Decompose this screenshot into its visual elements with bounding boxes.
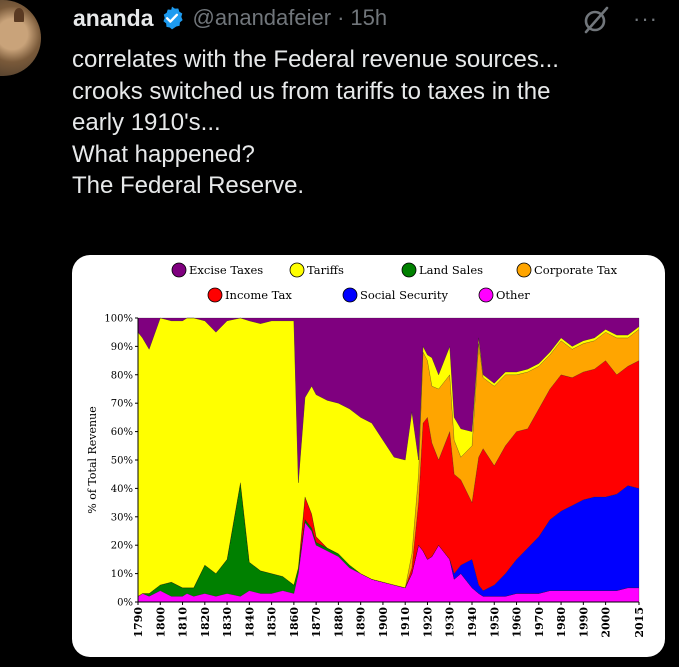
x-tick-label: 1810 xyxy=(177,607,190,638)
post-header: ananda @anandafeier · 15h xyxy=(73,4,387,32)
x-tick-label: 1980 xyxy=(555,607,568,638)
x-tick-label: 1910 xyxy=(399,607,412,638)
legend-swatch-excise-taxes xyxy=(171,262,187,278)
x-tick-label: 2015 xyxy=(633,607,646,638)
x-tick-label: 1880 xyxy=(332,607,345,638)
post-text-line: The Federal Reserve. xyxy=(72,172,305,199)
legend-label-land-sales: Land Sales xyxy=(419,263,483,277)
y-tick-label: 0% xyxy=(117,598,133,609)
x-tick-label: 1850 xyxy=(266,607,279,638)
x-tick-label: 1830 xyxy=(221,607,234,638)
separator-dot: · xyxy=(337,5,345,30)
legend-label-corporate-tax: Corporate Tax xyxy=(534,263,618,277)
legend-swatch-other xyxy=(478,287,494,303)
revenue-chart: 0% 10% 20% 30% 40% 50% 60% 70% 80% 90% 100% 1790 180… xyxy=(86,262,646,638)
y-tick-label: 100% xyxy=(104,314,133,325)
x-tick-label: 1920 xyxy=(421,607,434,638)
chart-image-card[interactable]: 0% 10% 20% 30% 40% 50% 60% 70% 80% 90% 100% 1790 180… xyxy=(72,255,665,657)
y-tick-label: 30% xyxy=(111,512,133,523)
post-text-line: crooks switched us from tariffs to taxes… xyxy=(72,77,551,105)
author-name[interactable]: ananda xyxy=(73,4,154,31)
x-tick-label: 1840 xyxy=(243,607,256,638)
y-tick-label: 20% xyxy=(111,541,133,552)
legend-label-excise-taxes: Excise Taxes xyxy=(189,263,263,277)
y-tick-label: 50% xyxy=(111,456,133,467)
y-tick-label: 70% xyxy=(111,399,133,410)
legend-label-social-security: Social Security xyxy=(360,288,448,302)
legend-swatch-social-security xyxy=(342,287,358,303)
x-tick-label: 2000 xyxy=(600,607,613,638)
grok-icon[interactable] xyxy=(580,4,612,36)
legend-label-income-tax: Income Tax xyxy=(225,288,292,302)
legend-swatch-tariffs xyxy=(289,262,305,278)
legend-label-other: Other xyxy=(496,288,530,302)
post-time[interactable]: 15h xyxy=(350,5,388,30)
x-tick-label: 1860 xyxy=(288,607,301,638)
more-icon[interactable]: ··· xyxy=(633,6,658,31)
y-tick-label: 90% xyxy=(111,342,133,353)
y-tick-label: 80% xyxy=(111,370,133,381)
author-handle[interactable]: @anandafeier xyxy=(192,5,332,30)
legend-swatch-land-sales xyxy=(401,262,417,278)
x-tick-label: 1890 xyxy=(355,607,368,638)
x-tick-label: 1960 xyxy=(511,607,524,638)
x-tick-label: 1930 xyxy=(444,607,457,638)
x-tick-label: 1790 xyxy=(132,607,145,638)
legend-swatch-income-tax xyxy=(207,287,223,303)
x-tick-label: 1940 xyxy=(466,607,479,638)
x-tick-label: 1820 xyxy=(199,607,212,638)
avatar[interactable] xyxy=(0,0,41,76)
x-tick-label: 1900 xyxy=(377,607,390,638)
y-tick-label: 40% xyxy=(111,484,133,495)
x-tick-label: 1950 xyxy=(488,607,501,638)
y-tick-label: 10% xyxy=(111,569,133,580)
post-text-line: What happened? xyxy=(72,140,255,168)
area-excise-taxes xyxy=(137,317,640,483)
x-tick-label: 1800 xyxy=(154,607,167,638)
y-tick-label: 60% xyxy=(111,427,133,438)
avatar-ear xyxy=(14,8,24,22)
x-tick-label: 1870 xyxy=(310,607,323,638)
verified-badge-icon xyxy=(162,6,183,30)
legend-swatch-corporate-tax xyxy=(516,262,532,278)
x-tick-label: 1990 xyxy=(577,607,590,638)
post-text-line: early 1910's... xyxy=(72,109,221,136)
y-axis-label: % of Total Revenue xyxy=(86,406,99,513)
post-text: correlates with the Federal revenue sour… xyxy=(72,44,672,202)
post-text-line: correlates with the Federal revenue sour… xyxy=(72,46,559,73)
legend-label-tariffs: Tariffs xyxy=(307,263,344,277)
x-tick-label: 1970 xyxy=(533,607,546,638)
